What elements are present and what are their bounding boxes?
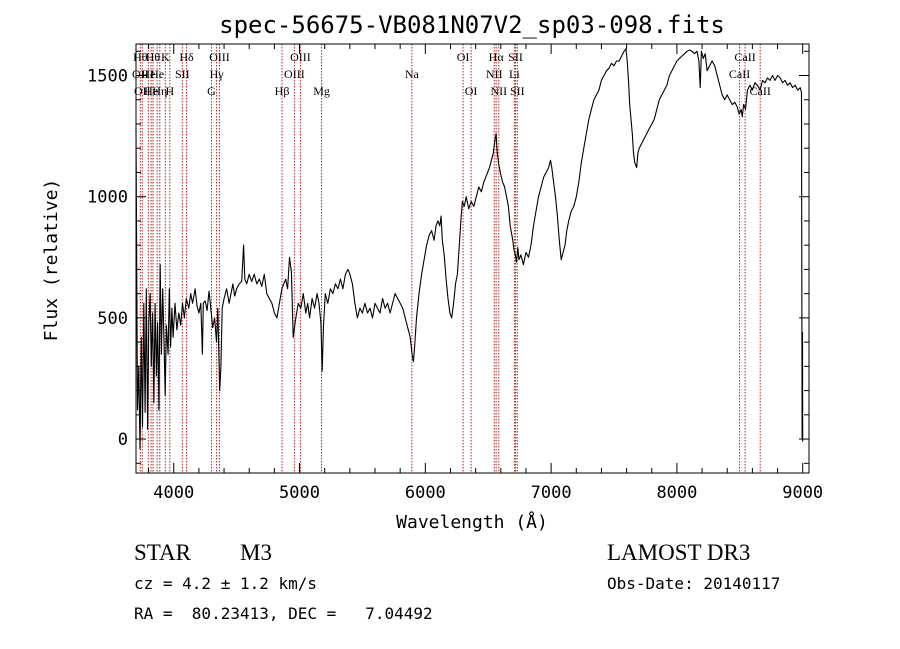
line-label-27-0: CaII — [729, 67, 750, 81]
line-label-10-0: Hδ — [179, 50, 194, 64]
line-label-9-0: SII — [175, 67, 190, 81]
line-label-0-0: Hθ — [133, 50, 148, 64]
plot-frame — [135, 43, 810, 474]
spectrum-line — [135, 48, 804, 450]
x-axis-label: Wavelength (Å) — [396, 511, 548, 533]
line-label-24-0: Li — [509, 67, 520, 81]
chart-title: spec-56675-VB081N07V2_sp03-098.fits — [219, 11, 725, 39]
object-subclass: M3 — [240, 540, 272, 565]
line-label-14-0: Hβ — [275, 84, 290, 98]
line-label-11-0: G — [207, 84, 216, 98]
x-tick-label-4: 8000 — [656, 483, 697, 503]
line-label-2-0: He — [141, 67, 155, 81]
line-label-7-0: K — [161, 50, 170, 64]
line-label-19-0: OI — [457, 50, 470, 64]
y-tick-label-3: 1500 — [87, 67, 128, 87]
observation-date: Obs-Date: 20140117 — [607, 574, 781, 593]
line-label-8-0: H — [166, 84, 175, 98]
line-label-5-0: He — [150, 67, 164, 81]
sky-coordinates: RA = 80.23413, DEC = 7.04492 — [134, 604, 433, 623]
spectrum-chart: spec-56675-VB081N07V2_sp03-098.fits Wave… — [41, 11, 823, 533]
line-label-4-0: Hθ — [146, 50, 161, 64]
x-tick-label-3: 7000 — [531, 483, 572, 503]
line-label-29-0: CaII — [750, 84, 771, 98]
line-label-23-0: NII — [490, 84, 507, 98]
line-label-3-0: He — [144, 84, 158, 98]
line-label-15-0: OIII — [284, 67, 305, 81]
y-tick-label-0: 0 — [118, 430, 128, 450]
line-label-16-0: OIII — [290, 50, 311, 64]
line-label-28-0: CaII — [734, 50, 755, 64]
x-tick-label-5: 9000 — [782, 483, 823, 503]
x-tick-label-1: 5000 — [279, 483, 320, 503]
line-label-17-0: Mg — [313, 84, 330, 98]
line-label-6-0: Hη — [152, 84, 167, 98]
x-tick-label-2: 6000 — [405, 483, 446, 503]
redshift-velocity: cz = 4.2 ± 1.2 km/s — [134, 574, 318, 593]
line-label-1-0: OII — [134, 84, 151, 98]
line-label-12-0: Hγ — [210, 67, 225, 81]
line-label-18-0: Na — [405, 67, 420, 81]
line-label-26-0: SII — [510, 84, 525, 98]
y-tick-label-2: 1000 — [87, 188, 128, 208]
line-label-21-0: NII — [486, 67, 503, 81]
line-label-13-0: OIII — [209, 50, 230, 64]
line-label-25-0: SII — [508, 50, 523, 64]
x-tick-label-0: 4000 — [153, 483, 194, 503]
survey-name: LAMOST DR3 — [607, 540, 751, 565]
object-class: STAR — [134, 540, 191, 565]
y-tick-label-1: 500 — [97, 309, 128, 329]
y-axis-label: Flux (relative) — [41, 179, 62, 342]
line-label-20-0: OI — [465, 84, 478, 98]
line-label-22-0: Hα — [489, 50, 505, 64]
